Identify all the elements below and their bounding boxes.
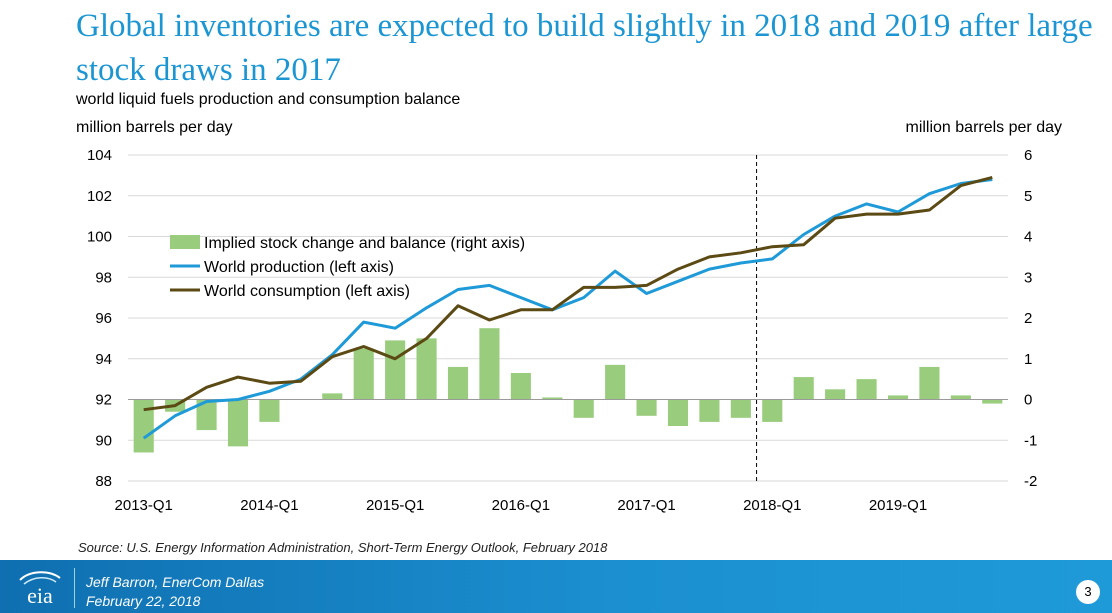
presenter-name: Jeff Barron, EnerCom Dallas (86, 574, 265, 590)
logo-arc (19, 571, 61, 581)
legend-label: World production (left axis) (204, 259, 394, 276)
left-tick-label: 104 (87, 147, 112, 164)
legend-label: Implied stock change and balance (right … (204, 235, 525, 252)
left-tick-label: 92 (95, 392, 112, 409)
stock-change-bar (227, 399, 249, 447)
consumption-line (143, 175, 993, 412)
stock-change-bar (447, 366, 469, 400)
left-tick-label: 96 (95, 310, 112, 327)
stock-change-bar (385, 340, 406, 400)
x-tick-label: 2019-Q1 (869, 497, 927, 514)
stock-change-bar (573, 399, 594, 418)
right-tick-label: 2 (1024, 310, 1032, 327)
stock-change-bar (479, 328, 500, 400)
eia-logo: eia (19, 571, 61, 608)
stock-change-bar (856, 379, 877, 400)
stock-change-bar (353, 348, 374, 400)
right-tick-label: 5 (1024, 188, 1032, 205)
source-note: Source: U.S. Energy Information Administ… (78, 540, 608, 555)
stock-change-bar (322, 393, 343, 400)
stock-change-bar (982, 399, 1003, 404)
right-tick-label: 1 (1024, 351, 1032, 368)
x-tick-label: 2018-Q1 (743, 497, 801, 514)
legend-label: World consumption (left axis) (204, 283, 410, 300)
presentation-date: February 22, 2018 (86, 593, 201, 609)
stock-change-bar (416, 338, 437, 400)
stock-change-bar (542, 397, 563, 400)
left-axis-unit: million barrels per day (76, 119, 233, 136)
stock-change-bar (259, 399, 280, 422)
chart: 88 90 92 94 96 98 100 102 104 -2 -1 0 1 2 3 4 5 6 2013-Q1 2… (87, 147, 1037, 514)
left-tick-label: 94 (95, 351, 112, 368)
stock-change-bar (730, 399, 751, 418)
stock-change-bar (667, 399, 689, 426)
x-tick-label: 2015-Q1 (366, 497, 424, 514)
right-tick-label: 4 (1024, 229, 1032, 246)
stock-change-bar (196, 399, 217, 431)
slide-title: Global inventories are expected to build… (76, 8, 1093, 88)
stock-change-bar (950, 395, 971, 400)
stock-change-bar (793, 377, 814, 400)
x-tick-label: 2016-Q1 (492, 497, 550, 514)
right-tick-label: 3 (1024, 269, 1032, 286)
stock-change-bar (919, 366, 940, 400)
right-axis-unit: million barrels per day (905, 119, 1062, 136)
legend-swatch-bars (170, 235, 200, 249)
footer-bar: eia Jeff Barron, EnerCom Dallas February… (0, 560, 1112, 613)
chart-subtitle: world liquid fuels production and consum… (76, 91, 461, 108)
left-tick-label: 100 (87, 229, 112, 246)
left-tick-label: 102 (87, 188, 112, 205)
x-tick-label: 2014-Q1 (240, 497, 298, 514)
footer-divider (74, 568, 75, 608)
stock-change-bar (887, 395, 909, 400)
logo-text: eia (27, 583, 53, 608)
logo-arc-inner (23, 577, 57, 585)
stock-change-bar (510, 373, 531, 400)
right-tick-label: 6 (1024, 147, 1032, 164)
x-tick-label: 2013-Q1 (115, 497, 173, 514)
stock-change-bar (605, 364, 626, 400)
production-line (142, 178, 993, 440)
right-tick-label: -2 (1024, 473, 1037, 490)
left-tick-label: 90 (95, 432, 112, 449)
stock-change-bar (762, 399, 783, 422)
page-number: 3 (1076, 580, 1100, 604)
x-tick-label: 2017-Q1 (617, 497, 675, 514)
left-tick-label: 88 (95, 473, 112, 490)
left-tick-label: 98 (95, 269, 112, 286)
stock-change-bar (699, 399, 720, 422)
stock-change-bar (636, 399, 657, 416)
right-tick-label: 0 (1024, 392, 1032, 409)
stock-change-bar (825, 389, 846, 400)
stock-change-bar (133, 399, 154, 453)
right-tick-label: -1 (1024, 432, 1037, 449)
